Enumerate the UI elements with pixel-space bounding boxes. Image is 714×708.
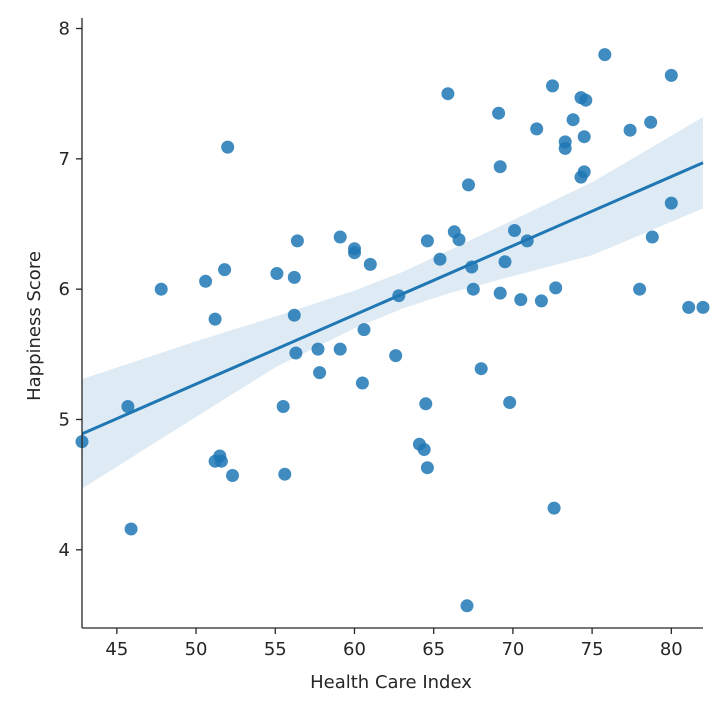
data-point-39 (452, 233, 466, 247)
x-tick-label-55: 55 (264, 639, 287, 660)
x-tick-label-45: 45 (105, 639, 128, 660)
data-point-16 (287, 270, 301, 284)
data-point-11 (221, 140, 235, 154)
data-point-28 (363, 257, 377, 271)
data-point-71 (664, 68, 678, 82)
y-tick-label-5: 5 (59, 409, 70, 430)
data-point-64 (577, 165, 591, 179)
data-point-30 (392, 289, 406, 303)
confidence-band (82, 117, 703, 489)
data-points-layer (75, 48, 710, 613)
confidence-band-layer (82, 117, 703, 489)
data-point-19 (290, 234, 304, 248)
data-point-54 (534, 294, 548, 308)
data-point-72 (664, 196, 678, 210)
data-point-41 (462, 178, 475, 192)
regression-line-layer (81, 161, 704, 436)
data-point-37 (441, 87, 455, 101)
data-point-73 (682, 300, 696, 314)
data-point-46 (493, 160, 507, 174)
data-point-10 (218, 263, 232, 277)
x-tick-label-60: 60 (343, 639, 366, 660)
x-tick-label-75: 75 (581, 639, 604, 660)
data-point-49 (503, 396, 517, 409)
data-point-17 (287, 308, 301, 322)
data-point-45 (492, 106, 506, 120)
data-point-70 (645, 230, 659, 244)
data-point-42 (465, 260, 479, 274)
x-tick-label-80: 80 (660, 639, 683, 660)
data-point-25 (348, 246, 361, 260)
data-point-27 (357, 323, 371, 337)
data-point-23 (333, 342, 347, 356)
data-point-33 (419, 397, 433, 411)
data-point-65 (579, 93, 593, 107)
data-point-66 (598, 48, 612, 62)
data-point-2 (121, 400, 135, 413)
data-point-68 (633, 282, 647, 296)
x-tick-label-65: 65 (422, 639, 445, 660)
data-point-20 (311, 342, 325, 356)
data-point-55 (546, 79, 559, 93)
data-point-15 (278, 467, 292, 481)
x-tick-label-50: 50 (185, 639, 208, 660)
data-point-50 (508, 224, 521, 237)
data-point-4 (154, 282, 168, 296)
data-point-29 (389, 349, 403, 363)
data-point-53 (530, 122, 544, 136)
data-point-3 (124, 522, 138, 536)
data-point-14 (276, 400, 290, 413)
data-point-22 (333, 230, 347, 244)
data-point-60 (566, 113, 580, 127)
data-point-56 (547, 501, 561, 515)
data-point-52 (520, 234, 534, 248)
data-point-9 (214, 454, 228, 468)
data-point-48 (498, 255, 512, 269)
data-point-6 (208, 312, 222, 326)
y-tick-label-6: 6 (59, 279, 70, 300)
data-point-57 (549, 281, 563, 295)
data-point-26 (355, 376, 369, 390)
data-point-5 (199, 274, 213, 288)
regression-line (81, 161, 704, 436)
data-point-44 (474, 362, 488, 376)
y-axis-label: Happiness Score (24, 251, 45, 401)
x-axis-label: Health Care Index (310, 672, 472, 693)
data-point-51 (514, 293, 528, 307)
data-point-74 (696, 300, 710, 314)
data-point-32 (417, 443, 431, 456)
y-tick-label-8: 8 (59, 19, 70, 40)
data-point-63 (577, 130, 591, 144)
data-point-69 (644, 115, 658, 129)
y-tick-label-7: 7 (59, 149, 70, 170)
data-point-36 (433, 252, 447, 266)
data-point-47 (493, 286, 507, 300)
data-point-35 (420, 461, 434, 475)
data-point-67 (623, 123, 637, 137)
data-point-43 (466, 282, 480, 296)
y-tick-label-4: 4 (59, 540, 70, 561)
data-point-40 (460, 599, 474, 613)
data-point-34 (420, 234, 434, 248)
data-point-18 (289, 346, 303, 360)
data-point-21 (313, 366, 327, 380)
data-point-59 (558, 141, 572, 155)
x-tick-label-70: 70 (501, 639, 524, 660)
data-point-13 (270, 267, 284, 280)
data-point-12 (226, 469, 239, 482)
